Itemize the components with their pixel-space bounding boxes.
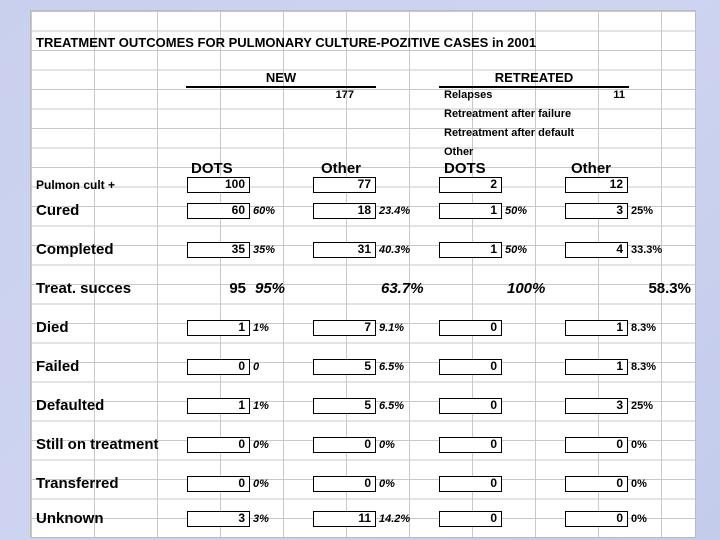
row-label: Died xyxy=(36,319,69,336)
pct-new-other: 23.4% xyxy=(379,205,411,217)
new-header-underline xyxy=(186,86,376,88)
pulmon-new-other: 77 xyxy=(313,177,376,193)
retreated-after-failure-label: Retreatment after failure xyxy=(444,108,572,120)
value-retreated-other: 1 xyxy=(565,320,628,336)
pct-retreated-other: 0% xyxy=(631,478,647,490)
pct-retreated-dots: 50% xyxy=(505,205,528,217)
row-label: Completed xyxy=(36,241,114,258)
value-new-dots: 3 xyxy=(187,511,250,527)
value-new-other: 0 xyxy=(313,476,376,492)
value-new-other: 0 xyxy=(313,437,376,453)
treat-success-new-dots: 95 xyxy=(229,280,246,297)
col-header-retreated-dots: DOTS xyxy=(444,160,486,177)
pct-new-dots: 0% xyxy=(253,478,269,490)
value-retreated-dots: 0 xyxy=(439,320,502,336)
col-header-retreated-other: Other xyxy=(571,160,612,177)
row-label: Failed xyxy=(36,358,80,375)
value-retreated-dots: 0 xyxy=(439,359,502,375)
value-new-dots: 0 xyxy=(187,476,250,492)
pct-retreated-other: 8.3% xyxy=(631,322,657,334)
retreated-header-underline xyxy=(439,86,629,88)
new-header: NEW xyxy=(265,70,297,85)
pct-retreated-other: 25% xyxy=(631,400,654,412)
value-retreated-other: 1 xyxy=(565,359,628,375)
treat-success-new-dots-pct: 95% xyxy=(255,280,286,297)
pct-new-dots: 1% xyxy=(253,322,269,334)
value-retreated-other: 0 xyxy=(565,476,628,492)
value-retreated-other: 0 xyxy=(565,511,628,527)
pct-new-dots: 3% xyxy=(253,513,269,525)
pct-new-other: 40.3% xyxy=(379,244,411,256)
pct-new-dots: 1% xyxy=(253,400,269,412)
pct-retreated-dots: 50% xyxy=(505,244,528,256)
pct-retreated-other: 33.3% xyxy=(631,244,663,256)
retreated-relapses-value: 11 xyxy=(613,89,625,101)
value-new-dots: 1 xyxy=(187,398,250,414)
value-new-other: 5 xyxy=(313,359,376,375)
retreated-after-default-label: Retreatment after default xyxy=(444,127,575,139)
value-new-other: 7 xyxy=(313,320,376,336)
pct-new-other: 0% xyxy=(379,478,395,490)
row-label: Unknown xyxy=(36,510,104,527)
value-new-dots: 60 xyxy=(187,203,250,219)
table-title: TREATMENT OUTCOMES FOR PULMONARY CULTURE… xyxy=(36,35,537,50)
value-retreated-other: 4 xyxy=(565,242,628,258)
pct-new-dots: 0% xyxy=(253,439,269,451)
col-header-new-dots: DOTS xyxy=(191,160,233,177)
pct-retreated-other: 0% xyxy=(631,439,647,451)
value-retreated-dots: 1 xyxy=(439,242,502,258)
retreated-header: RETREATED xyxy=(494,70,574,85)
value-retreated-other: 3 xyxy=(565,203,628,219)
pct-new-dots: 60% xyxy=(253,205,276,217)
row-label: Still on treatment xyxy=(36,436,159,453)
pct-retreated-other: 8.3% xyxy=(631,361,657,373)
value-retreated-other: 3 xyxy=(565,398,628,414)
value-retreated-dots: 0 xyxy=(439,437,502,453)
retreated-other-label: Other xyxy=(444,146,474,158)
pulmon-retreated-other: 12 xyxy=(565,177,628,193)
value-new-dots: 0 xyxy=(187,359,250,375)
value-retreated-dots: 0 xyxy=(439,398,502,414)
value-new-dots: 1 xyxy=(187,320,250,336)
pulmon-cult-label: Pulmon cult + xyxy=(36,178,116,192)
value-new-other: 31 xyxy=(313,242,376,258)
treat-success-retreated-dots-pct: 100% xyxy=(507,280,546,297)
value-new-dots: 35 xyxy=(187,242,250,258)
pct-new-other: 9.1% xyxy=(379,322,405,334)
treat-success-new-other-pct: 63.7% xyxy=(381,280,424,297)
treat-success-label: Treat. succes xyxy=(36,280,132,297)
row-label: Defaulted xyxy=(36,397,105,414)
value-new-other: 11 xyxy=(313,511,376,527)
value-retreated-dots: 1 xyxy=(439,203,502,219)
new-count: 177 xyxy=(335,89,354,101)
retreated-relapses-label: Relapses xyxy=(444,89,493,101)
pct-retreated-other: 0% xyxy=(631,513,647,525)
row-label: Transferred xyxy=(36,475,119,492)
row-label: Cured xyxy=(36,202,80,219)
pct-new-other: 6.5% xyxy=(379,361,405,373)
pct-new-other: 6.5% xyxy=(379,400,405,412)
value-new-other: 5 xyxy=(313,398,376,414)
value-retreated-dots: 0 xyxy=(439,476,502,492)
value-new-dots: 0 xyxy=(187,437,250,453)
pct-new-other: 14.2% xyxy=(379,513,411,525)
pulmon-retreated-dots: 2 xyxy=(439,177,502,193)
spreadsheet: TREATMENT OUTCOMES FOR PULMONARY CULTURE… xyxy=(30,10,696,538)
value-new-other: 18 xyxy=(313,203,376,219)
col-header-new-other: Other xyxy=(321,160,362,177)
pulmon-new-dots: 100 xyxy=(187,177,250,193)
treat-success-retreated-other-pct: 58.3% xyxy=(648,280,691,297)
value-retreated-dots: 0 xyxy=(439,511,502,527)
pct-new-dots: 35% xyxy=(253,244,276,256)
pct-new-dots: 0 xyxy=(253,361,260,373)
pct-retreated-other: 25% xyxy=(631,205,654,217)
pct-new-other: 0% xyxy=(379,439,395,451)
value-retreated-other: 0 xyxy=(565,437,628,453)
